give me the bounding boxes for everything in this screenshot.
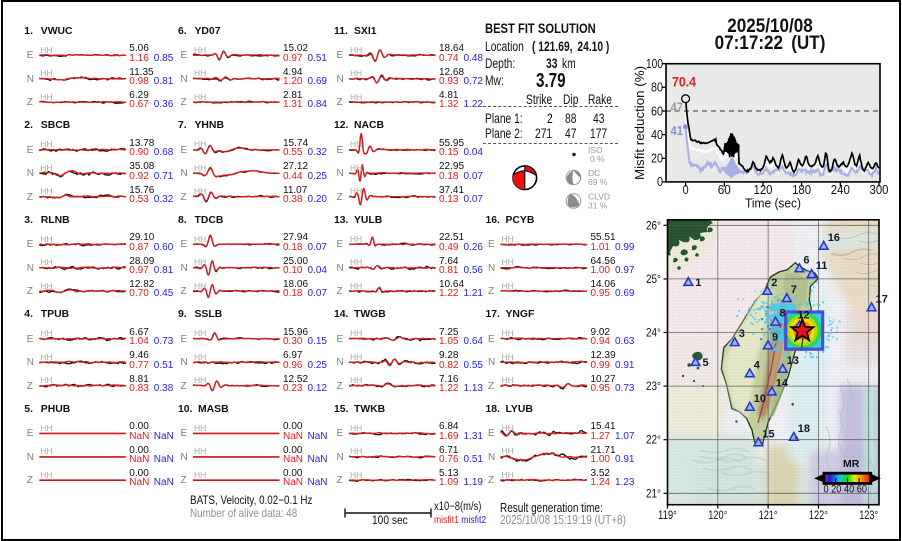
svg-text:Misfit reduction (%): Misfit reduction (%) — [632, 66, 647, 180]
svg-text:ISO: ISO — [588, 145, 603, 155]
svg-text:18: 18 — [798, 423, 810, 435]
svg-text:8: 8 — [780, 308, 786, 320]
svg-text:80: 80 — [651, 81, 663, 95]
svg-text:123°: 123° — [859, 508, 878, 522]
svg-text:12: 12 — [797, 309, 809, 321]
svg-text:0: 0 — [657, 175, 663, 189]
svg-text:CLVD: CLVD — [588, 192, 610, 202]
svg-text:40: 40 — [651, 128, 663, 142]
svg-text:13: 13 — [787, 355, 799, 367]
svg-text:100: 100 — [646, 57, 663, 71]
svg-text:26°: 26° — [646, 218, 661, 232]
svg-text:60: 60 — [718, 183, 731, 197]
svg-text:0 %: 0 % — [590, 154, 605, 164]
svg-text:122°: 122° — [809, 508, 828, 522]
svg-text:Time (sec): Time (sec) — [745, 196, 801, 211]
svg-text:120°: 120° — [708, 508, 727, 522]
svg-text:11: 11 — [816, 260, 828, 272]
svg-text:25°: 25° — [646, 272, 661, 286]
svg-text:2: 2 — [771, 277, 777, 289]
svg-text:20: 20 — [651, 152, 663, 166]
svg-text:3: 3 — [739, 328, 745, 340]
svg-text:47: 47 — [671, 101, 684, 115]
svg-text:10: 10 — [754, 393, 766, 405]
svg-text:9: 9 — [772, 331, 778, 343]
svg-text:31 %: 31 % — [588, 201, 608, 211]
svg-text:0 20 40 60: 0 20 40 60 — [824, 484, 868, 496]
svg-text:22°: 22° — [646, 433, 661, 447]
svg-text:6: 6 — [803, 254, 809, 266]
svg-text:21°: 21° — [646, 486, 661, 500]
svg-text:41: 41 — [671, 124, 684, 138]
svg-text:23°: 23° — [646, 379, 661, 393]
svg-text:300: 300 — [870, 183, 889, 197]
svg-text:1: 1 — [695, 277, 701, 289]
svg-text:69 %: 69 % — [588, 177, 608, 187]
svg-text:120: 120 — [754, 183, 773, 197]
svg-text:24°: 24° — [646, 326, 661, 340]
svg-text:0: 0 — [683, 183, 689, 197]
svg-text:16: 16 — [828, 232, 840, 244]
svg-text:70.4: 70.4 — [672, 74, 696, 90]
svg-text:MR: MR — [843, 458, 860, 470]
svg-text:240: 240 — [831, 183, 850, 197]
svg-text:180: 180 — [792, 183, 811, 197]
svg-text:14: 14 — [776, 378, 789, 390]
svg-text:7: 7 — [791, 284, 797, 296]
svg-text:17: 17 — [876, 293, 888, 305]
svg-text:119°: 119° — [658, 508, 677, 522]
svg-text:5: 5 — [703, 357, 709, 369]
svg-text:DC: DC — [588, 168, 600, 178]
svg-text:60: 60 — [651, 104, 663, 118]
svg-text:4: 4 — [754, 359, 761, 371]
svg-text:121°: 121° — [759, 508, 778, 522]
svg-text:15: 15 — [762, 428, 774, 440]
